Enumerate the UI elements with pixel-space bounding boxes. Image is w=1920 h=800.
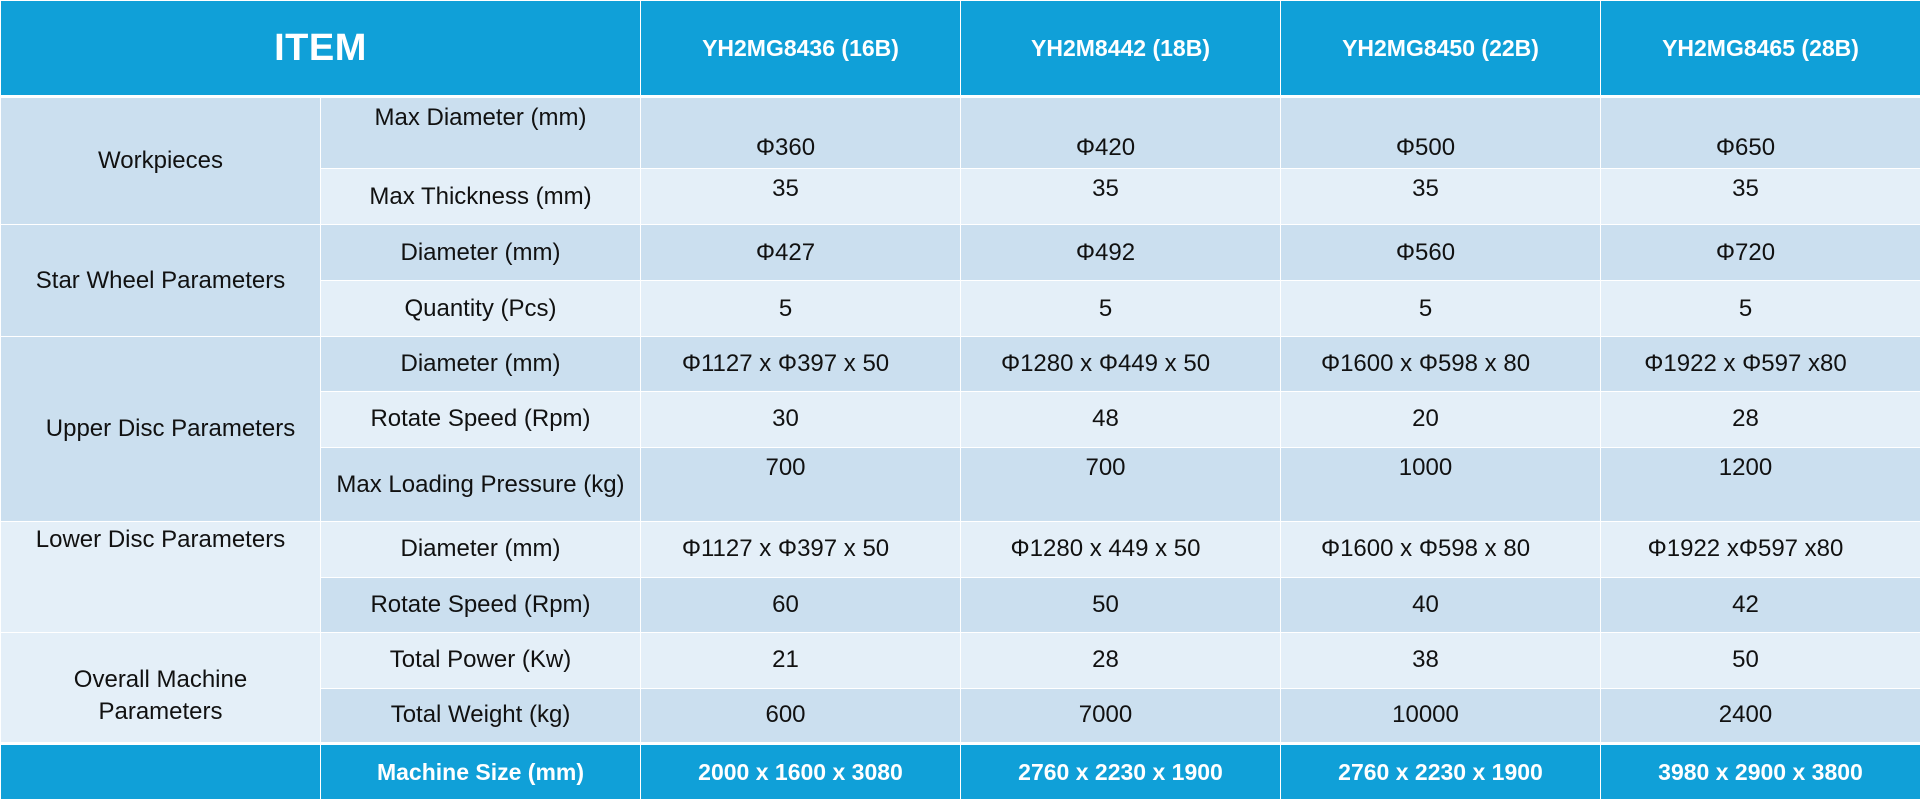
table-cell: 50 [1600, 631, 1920, 689]
table-cell: Φ1127 x Φ397 x 50 [640, 336, 961, 393]
table-cell: 600 [640, 687, 961, 744]
table-cell: Φ500 [1280, 96, 1601, 170]
table-cell: 10000 [1280, 687, 1601, 744]
table-cell: 21 [640, 631, 961, 689]
table-cell: 5 [1280, 280, 1601, 338]
table-cell: 1200 [1600, 446, 1920, 522]
row-label: Max Loading Pressure (kg) [320, 446, 641, 522]
table-cell: 5 [1600, 280, 1920, 338]
group-label-lower-disc: Lower Disc Parameters [0, 520, 321, 633]
table-cell: Φ360 [640, 96, 961, 170]
footer-label: Machine Size (mm) [320, 741, 641, 800]
row-label: Diameter (mm) [320, 520, 641, 578]
table-cell: 700 [960, 446, 1281, 522]
footer-cell: 2760 x 2230 x 1900 [1280, 741, 1601, 800]
table-cell: 1000 [1280, 446, 1601, 522]
table-row: Rotate Speed (Rpm) 60 50 40 42 [1, 576, 1920, 633]
footer-cell: 2760 x 2230 x 1900 [960, 741, 1281, 800]
table-cell: 28 [960, 631, 1281, 689]
table-cell: Φ720 [1600, 224, 1920, 282]
table-cell: 700 [640, 446, 961, 522]
table-row: Total Weight (kg) 600 7000 10000 2400 [1, 687, 1920, 744]
table-cell: 35 [640, 168, 961, 226]
row-label: Max Thickness (mm) [320, 168, 641, 226]
table-row: Star Wheel Parameters Diameter (mm) Φ427… [0, 224, 1920, 338]
table-cell: Φ1280 x Φ449 x 50 [960, 336, 1281, 393]
header-row: ITEM YH2MG8436 (16B) YH2M8442 (18B) YH2M… [0, 0, 1920, 99]
table-cell: 7000 [960, 687, 1281, 744]
table-cell: 42 [1600, 576, 1920, 633]
table-row: Max Loading Pressure (kg) 700 700 1000 1… [1, 446, 1920, 522]
model-header: YH2M8442 (18B) [960, 0, 1281, 99]
table-cell: Φ560 [1280, 224, 1601, 282]
row-label: Quantity (Pcs) [320, 280, 641, 338]
table-cell: 5 [640, 280, 961, 338]
table-row: Workpieces Max Diameter (mm) Φ360 Φ420 Φ… [0, 96, 1920, 226]
table-cell: Φ1280 x 449 x 50 [960, 520, 1281, 578]
table-row: Max Thickness (mm) 35 35 35 35 [1, 168, 1920, 226]
model-header: YH2MG8436 (16B) [640, 0, 961, 99]
table-row: Overall Machine Parameters Total Power (… [0, 631, 1920, 744]
group-label-workpieces: Workpieces [0, 96, 321, 226]
table-cell: 50 [960, 576, 1281, 633]
table-cell: Φ1922 x Φ597 x80 [1600, 336, 1920, 393]
table-row: Rotate Speed (Rpm) 30 48 20 28 [1, 391, 1920, 448]
table-cell: 38 [1280, 631, 1601, 689]
table-cell: 2400 [1600, 687, 1920, 744]
table-cell: 35 [960, 168, 1281, 226]
row-label: Diameter (mm) [320, 224, 641, 282]
table-cell: 48 [960, 391, 1281, 448]
model-header: YH2MG8450 (22B) [1280, 0, 1601, 99]
table-cell: 28 [1600, 391, 1920, 448]
table-row: Lower Disc Parameters Diameter (mm) Φ112… [0, 520, 1920, 633]
group-label-star-wheel: Star Wheel Parameters [0, 224, 321, 338]
row-label: Diameter (mm) [320, 336, 641, 393]
footer-row: Machine Size (mm) 2000 x 1600 x 3080 276… [0, 741, 1920, 800]
table-cell: Φ1127 x Φ397 x 50 [640, 520, 961, 578]
table-cell: 20 [1280, 391, 1601, 448]
table-cell: Φ650 [1600, 96, 1920, 170]
footer-cell: 3980 x 2900 x 3800 [1600, 741, 1920, 800]
table-cell: Φ1600 x Φ598 x 80 [1280, 520, 1601, 578]
table-cell: Φ420 [960, 96, 1281, 170]
table-row: Quantity (Pcs) 5 5 5 5 [1, 280, 1920, 338]
table-cell: Φ1600 x Φ598 x 80 [1280, 336, 1601, 393]
group-label-upper-disc: Upper Disc Parameters [0, 336, 321, 522]
table-cell: 60 [640, 576, 961, 633]
table-cell: Φ1922 xΦ597 x80 [1600, 520, 1920, 578]
footer-cell: 2000 x 1600 x 3080 [640, 741, 961, 800]
item-header: ITEM [0, 0, 641, 99]
group-label-overall: Overall Machine Parameters [0, 631, 321, 744]
table-row: Upper Disc Parameters Diameter (mm) Φ112… [0, 336, 1920, 522]
table-cell: 30 [640, 391, 961, 448]
row-label: Rotate Speed (Rpm) [320, 576, 641, 633]
model-header: YH2MG8465 (28B) [1600, 0, 1920, 99]
table-cell: 35 [1280, 168, 1601, 226]
row-label: Max Diameter (mm) [320, 96, 641, 170]
footer-empty-cell [0, 741, 321, 800]
table-cell: Φ427 [640, 224, 961, 282]
row-label: Rotate Speed (Rpm) [320, 391, 641, 448]
table-cell: 5 [960, 280, 1281, 338]
table-cell: Φ492 [960, 224, 1281, 282]
table-cell: 35 [1600, 168, 1920, 226]
table-cell: 40 [1280, 576, 1601, 633]
row-label: Total Power (Kw) [320, 631, 641, 689]
row-label: Total Weight (kg) [320, 687, 641, 744]
